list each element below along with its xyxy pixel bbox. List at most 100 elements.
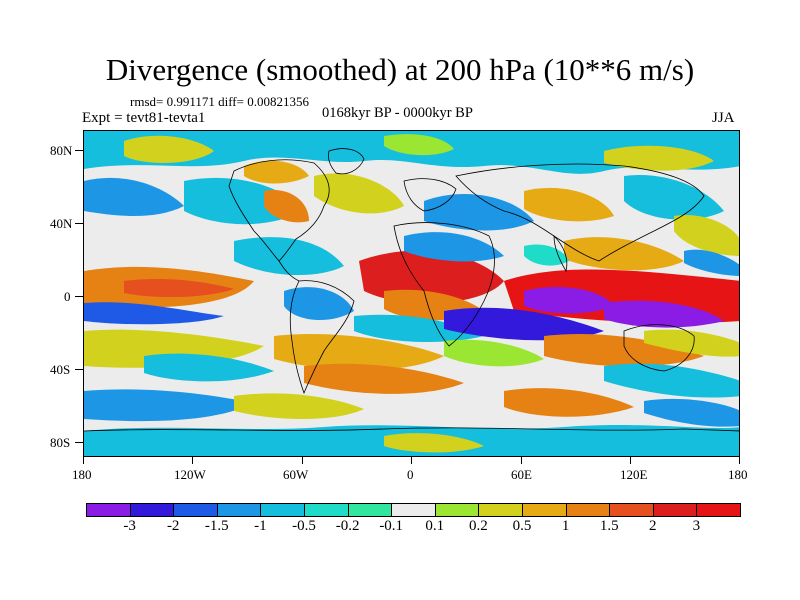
colorbar-label: 0.2	[469, 518, 488, 534]
blob-arctic-yellow-1	[124, 135, 214, 163]
blob-nmid-yellow-2	[674, 215, 739, 256]
blob-arctic-yellow-2	[604, 145, 714, 171]
blob-trop-red-west	[124, 278, 234, 298]
colorbar-segment	[609, 503, 654, 517]
lat-tick-40n	[75, 223, 83, 224]
divergence-field	[84, 131, 739, 456]
blob-ssouth-yellow	[234, 393, 364, 419]
colorbar-label: 2	[649, 518, 657, 534]
blob-smid-orange-3	[544, 333, 704, 367]
field-blobs	[84, 131, 739, 456]
colorbar-label: 1	[561, 518, 570, 534]
colorbar-segment	[434, 503, 480, 517]
colorbar-label: -1	[254, 518, 267, 534]
coast-australia	[623, 324, 695, 372]
blob-trop-blue-pacific-east	[684, 249, 739, 276]
blob-smid-orange-2	[304, 363, 464, 394]
coast-africa	[393, 222, 495, 347]
blob-smid-yellow-2	[644, 329, 739, 357]
lon-tick-60w	[302, 457, 303, 464]
lon-label-60e: 60E	[511, 467, 532, 482]
blob-trop-blue-indian	[444, 307, 604, 341]
coast-greenland	[328, 148, 365, 175]
colorbar-label: 0.1	[425, 518, 445, 534]
colorbar-label: -0.5	[292, 518, 316, 534]
blob-smid-orange-1	[274, 333, 444, 371]
colorbar-segment	[391, 503, 436, 517]
blob-nmid-cyan-2	[624, 175, 724, 220]
blob-ssouth-blue-east	[644, 398, 739, 427]
lat-tick-40s	[75, 369, 83, 370]
lon-tick-120e	[630, 457, 631, 464]
colorbar-label: -3	[123, 518, 136, 534]
blob-smid-green	[444, 339, 544, 367]
colorbar-segment	[565, 503, 611, 517]
lat-label-40n: 40N	[50, 216, 73, 231]
blob-ssouth-cyan-1	[84, 389, 254, 422]
period-label: 0168kyr BP - 0000kyr BP	[322, 105, 473, 121]
lon-tick-60e	[521, 457, 522, 464]
blob-arctic-green	[384, 134, 454, 156]
lon-tick-0	[411, 457, 412, 464]
coast-asia	[455, 163, 705, 262]
colorbar-segment	[173, 503, 218, 517]
lon-tick-180e	[739, 457, 740, 464]
lat-label-80s: 80S	[50, 435, 71, 450]
divergence-map	[83, 130, 740, 457]
coastlines	[84, 148, 739, 432]
lat-label-0: 0	[64, 289, 71, 304]
lat-label-40s: 40S	[50, 362, 71, 377]
lon-label-180w: 180	[72, 467, 92, 482]
map-title: Divergence (smoothed) at 200 hPa (10**6 …	[105, 52, 695, 87]
lat-tick-80n	[75, 150, 83, 151]
blob-nmid-yellow-1	[314, 173, 404, 214]
lat-tick-0	[75, 296, 83, 297]
blob-trop-cyan-asia	[524, 244, 569, 266]
colorbar-segment	[216, 503, 262, 517]
lon-tick-120w	[192, 457, 193, 464]
colorbar-label: 1.5	[599, 518, 619, 534]
blob-arctic-orange-1	[244, 160, 309, 184]
rmsd-diff-stats: rmsd= 0.991171 diff= 0.00821356	[130, 94, 309, 109]
coast-central-america	[278, 260, 300, 282]
colorbar-segment	[86, 503, 131, 517]
blob-nmid-blue-1	[84, 177, 184, 216]
lon-label-180e: 180	[728, 467, 748, 482]
blob-trop-cyan-mid	[234, 237, 344, 276]
coast-south-america	[289, 280, 355, 395]
blob-trop-blue-africa	[404, 232, 504, 262]
blob-ssouth-orange	[504, 388, 634, 417]
coast-europe	[403, 178, 457, 212]
colorbar-label: -1.5	[204, 518, 229, 534]
colorbar-segment	[304, 503, 349, 517]
blob-antarctic-yellow	[384, 433, 484, 453]
lat-label-80n: 80N	[50, 143, 73, 158]
lon-label-60w: 60W	[283, 467, 309, 482]
colorbar-segment	[696, 503, 741, 517]
colorbar	[86, 503, 741, 517]
lat-tick-80s	[75, 442, 83, 443]
lon-tick-180w	[83, 457, 84, 464]
colorbar-label: -0.2	[335, 518, 360, 534]
blob-smid-cyan-2	[604, 363, 739, 398]
experiment-label: Expt = tevt81-tevta1	[82, 110, 206, 126]
colorbar-segment	[522, 503, 567, 517]
colorbar-segment	[347, 503, 393, 517]
colorbar-label: 3	[692, 518, 701, 534]
coast-india	[553, 235, 568, 273]
colorbar-segment	[260, 503, 305, 517]
colorbar-segment	[129, 503, 175, 517]
colorbar-label: -2	[166, 518, 180, 534]
colorbar-label: -0.1	[379, 518, 404, 534]
blob-nmid-orange-2	[524, 187, 614, 222]
lon-label-120e: 120E	[620, 467, 648, 482]
colorbar-label: 0.5	[512, 518, 532, 534]
season-label: JJA	[712, 110, 735, 126]
blob-trop-purple-indian	[524, 286, 614, 314]
blob-trop-yellow-asia	[564, 237, 684, 271]
colorbar-segment	[478, 503, 523, 517]
blob-trop-blue-west	[84, 302, 224, 325]
coast-antarctica	[84, 427, 739, 432]
blob-trop-blue-amazon	[284, 287, 354, 321]
blob-smid-cyan-1	[144, 353, 274, 382]
